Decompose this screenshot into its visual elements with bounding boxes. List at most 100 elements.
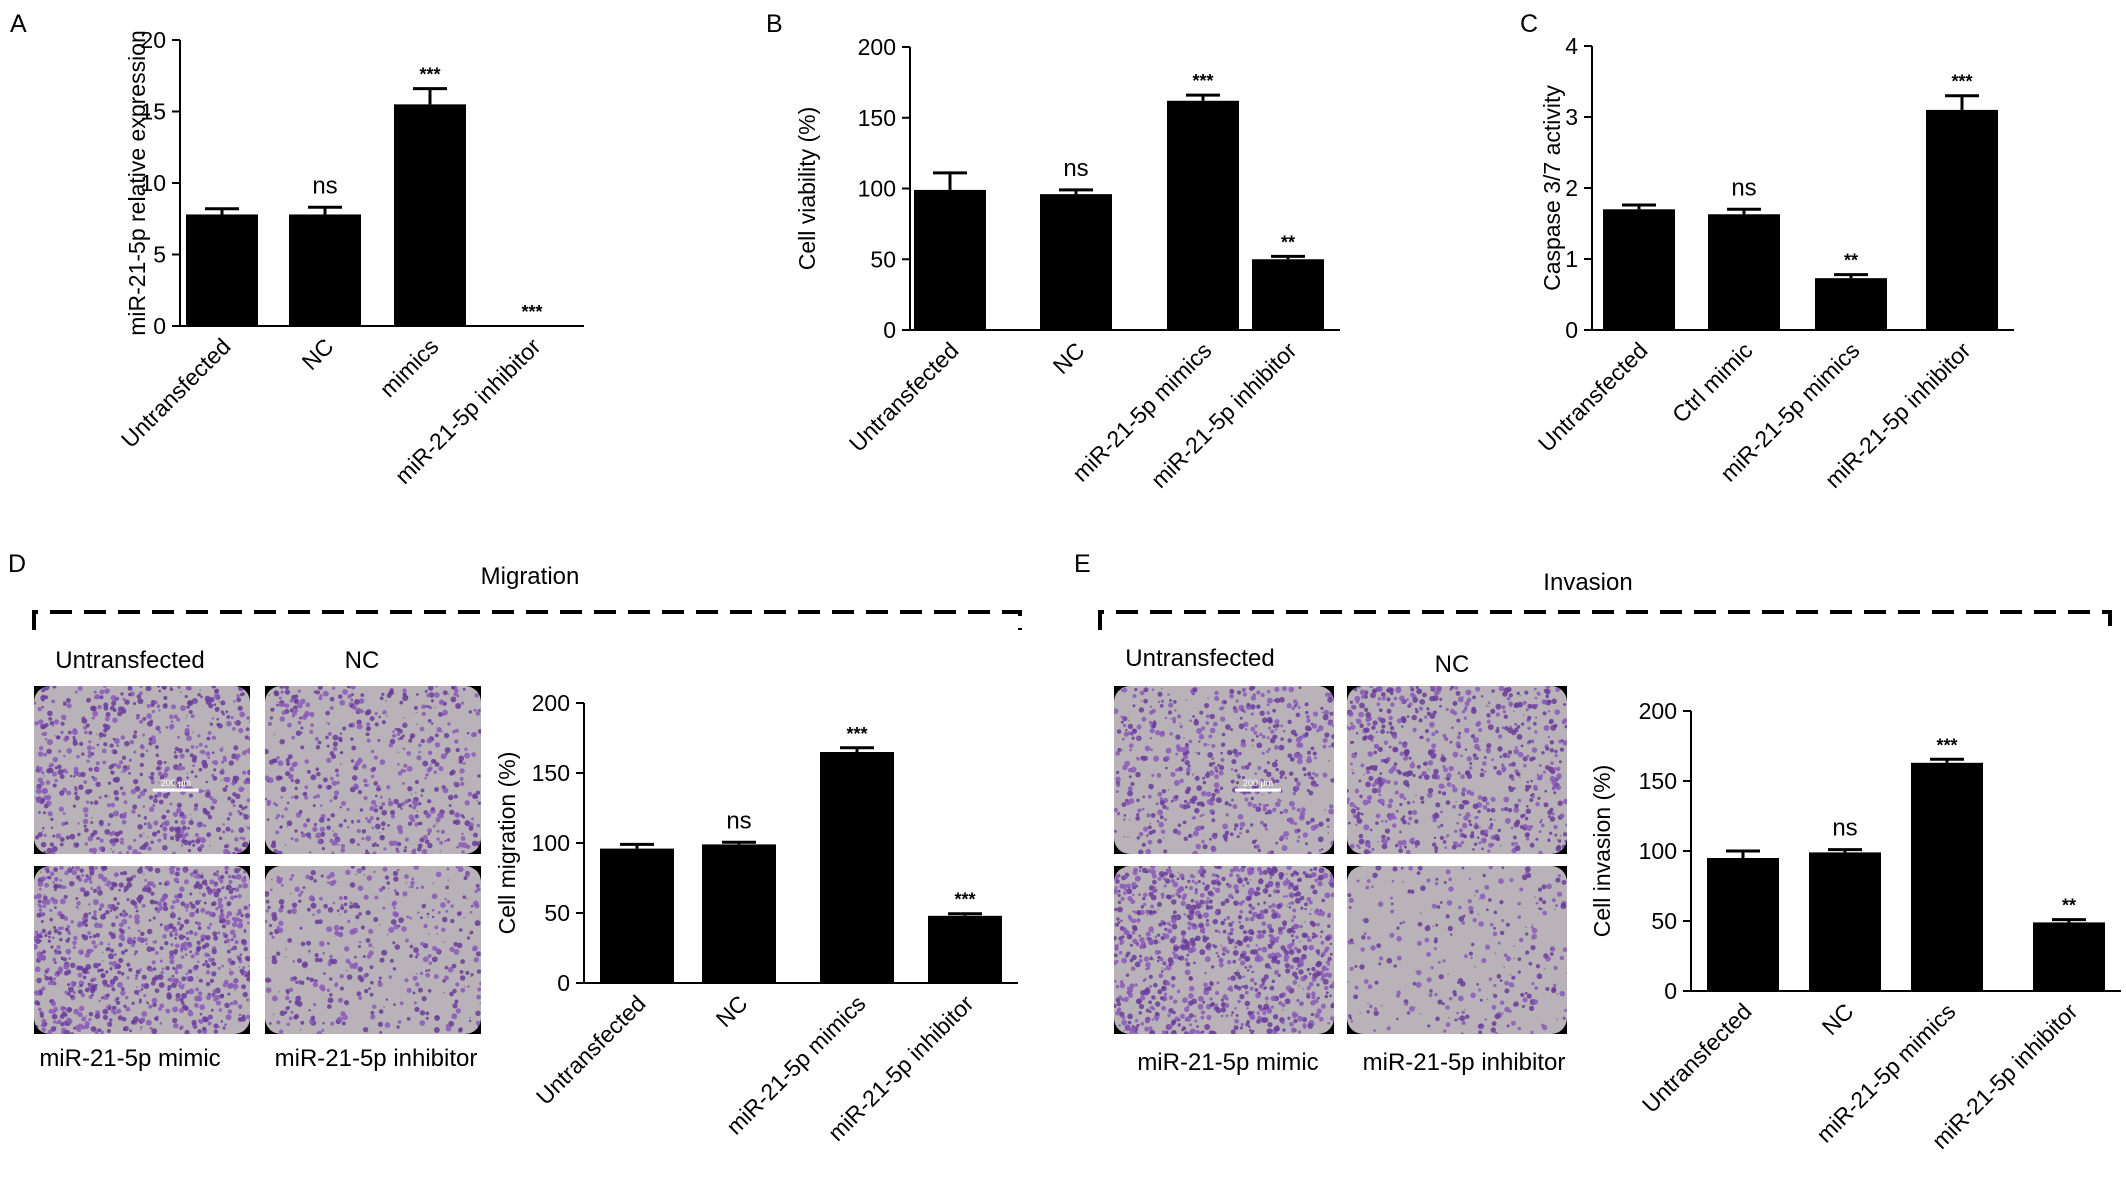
y-tick-label-c: 2 bbox=[1565, 175, 1578, 201]
micrograph-label-mimic-d: miR-21-5p mimic bbox=[39, 1045, 220, 1072]
significance-label-e-2: ns bbox=[1832, 815, 1857, 842]
y-tick-label-a: 5 bbox=[153, 242, 166, 268]
y-tick-label-d: 0 bbox=[557, 970, 570, 996]
panel-letter-a: A bbox=[10, 10, 27, 38]
y-tick-label-d: 200 bbox=[532, 690, 570, 716]
micrograph-d-mimic bbox=[34, 866, 250, 1034]
y-axis-label-d: Cell migration (%) bbox=[494, 752, 520, 935]
category-label-e-2: NC bbox=[1817, 998, 1859, 1040]
category-label-d-1: Untransfected bbox=[531, 990, 651, 1110]
bar-e-4 bbox=[2033, 922, 2105, 991]
category-label-b-1: Untransfected bbox=[844, 337, 964, 457]
y-axis-label-e: Cell invasion (%) bbox=[1589, 765, 1615, 938]
y-tick-label-c: 1 bbox=[1565, 246, 1578, 272]
scale-bar-label: 200 μm bbox=[1243, 778, 1273, 788]
category-label-b-2: NC bbox=[1048, 337, 1090, 379]
y-tick-label-b: 50 bbox=[870, 246, 896, 272]
micrograph-e-untransfected: 200 μm bbox=[1114, 686, 1334, 854]
significance-label-e-3: *** bbox=[1936, 735, 1957, 755]
category-label-c-1: Untransfected bbox=[1533, 337, 1653, 457]
invasion-bracket bbox=[1098, 610, 2112, 630]
y-tick-label-a: 15 bbox=[140, 99, 166, 125]
significance-label-c-4: *** bbox=[1951, 72, 1972, 92]
bar-c-1 bbox=[1603, 209, 1675, 330]
significance-label-a-2: ns bbox=[312, 172, 337, 199]
bar-b-3 bbox=[1167, 100, 1239, 331]
bar-d-1 bbox=[600, 848, 674, 983]
panel-letter-e: E bbox=[1074, 550, 1091, 578]
bar-c-3 bbox=[1815, 278, 1887, 330]
significance-label-d-4: *** bbox=[954, 890, 975, 910]
micrograph-e-nc bbox=[1347, 686, 1567, 854]
micrograph-label-inhibitor-d: miR-21-5p inhibitor bbox=[275, 1045, 478, 1072]
y-tick-label-b: 0 bbox=[883, 317, 896, 343]
y-tick-label-e: 150 bbox=[1639, 768, 1677, 794]
y-tick-label-d: 150 bbox=[532, 760, 570, 786]
y-tick-label-e: 0 bbox=[1664, 978, 1677, 1004]
bar-d-2 bbox=[702, 844, 776, 983]
category-label-b-4: miR-21-5p inhibitor bbox=[1146, 337, 1302, 493]
migration-bracket bbox=[32, 610, 1022, 630]
bar-a-1 bbox=[186, 214, 258, 326]
category-label-a-3: mimics bbox=[375, 333, 444, 402]
significance-label-b-4: ** bbox=[1281, 232, 1295, 252]
significance-label-b-2: ns bbox=[1063, 155, 1088, 182]
y-tick-label-b: 200 bbox=[858, 34, 896, 60]
bar-e-1 bbox=[1707, 858, 1779, 991]
bar-a-3 bbox=[394, 104, 466, 326]
y-tick-label-c: 0 bbox=[1565, 317, 1578, 343]
y-tick-label-d: 100 bbox=[532, 830, 570, 856]
micrograph-d-untransfected: 200 μm bbox=[34, 686, 250, 854]
panel-letter-d: D bbox=[8, 550, 26, 578]
y-tick-label-e: 200 bbox=[1639, 698, 1677, 724]
micrograph-e-inhibitor bbox=[1347, 866, 1567, 1034]
category-label-b-3: miR-21-5p mimics bbox=[1067, 337, 1216, 486]
micrographs-layer: 200 μm 200 μm bbox=[34, 686, 1567, 1034]
micrograph-label-mimic-e: miR-21-5p mimic bbox=[1137, 1049, 1318, 1076]
micrograph-label-inhibitor-e: miR-21-5p inhibitor bbox=[1363, 1049, 1566, 1076]
y-tick-label-b: 100 bbox=[858, 176, 896, 202]
significance-label-a-4: *** bbox=[521, 302, 542, 322]
y-axis-label-a: miR-21-5p relative expression bbox=[124, 30, 150, 336]
micrograph-d-inhibitor bbox=[265, 866, 481, 1034]
significance-label-c-3: ** bbox=[1844, 251, 1858, 271]
y-tick-label-a: 20 bbox=[140, 27, 166, 53]
micrograph-label-nc-e: NC bbox=[1435, 651, 1470, 678]
bar-d-4 bbox=[928, 915, 1002, 983]
y-axis-label-c: Caspase 3/7 activity bbox=[1539, 85, 1565, 291]
y-tick-label-e: 100 bbox=[1639, 838, 1677, 864]
bar-a-2 bbox=[289, 214, 361, 326]
bar-d-3 bbox=[820, 752, 894, 983]
significance-label-e-4: ** bbox=[2062, 896, 2076, 916]
significance-label-c-2: ns bbox=[1731, 174, 1756, 201]
invasion-title: Invasion bbox=[1543, 569, 1632, 596]
bar-b-4 bbox=[1252, 259, 1324, 330]
chart-panel-b: B 0 50 100 150 200 Cell viability (%) Untransfe… bbox=[766, 10, 1340, 493]
category-label-a-2: NC bbox=[297, 333, 339, 375]
category-label-e-1: Untransfected bbox=[1637, 998, 1757, 1118]
panel-letter-b: B bbox=[766, 10, 783, 38]
y-tick-label-a: 0 bbox=[153, 313, 166, 339]
y-tick-label-e: 50 bbox=[1651, 908, 1677, 934]
y-tick-label-b: 150 bbox=[858, 105, 896, 131]
bar-b-1 bbox=[914, 189, 986, 330]
category-label-c-2: Ctrl mimic bbox=[1667, 337, 1758, 428]
significance-label-d-2: ns bbox=[726, 807, 751, 834]
significance-label-d-3: *** bbox=[846, 724, 867, 744]
bar-b-2 bbox=[1040, 194, 1112, 330]
micrograph-d-nc bbox=[265, 686, 481, 854]
y-axis-label-b: Cell viability (%) bbox=[794, 107, 820, 271]
category-label-d-2: NC bbox=[711, 990, 753, 1032]
y-tick-label-d: 50 bbox=[544, 900, 570, 926]
y-tick-label-a: 10 bbox=[140, 170, 166, 196]
chart-panel-e: 0 50 100 150 200 Cell invasion (%) Untransfect… bbox=[1589, 698, 2121, 1154]
bar-c-2 bbox=[1708, 214, 1780, 330]
y-tick-label-c: 3 bbox=[1565, 104, 1578, 130]
significance-label-a-3: *** bbox=[419, 65, 440, 85]
bar-e-2 bbox=[1809, 852, 1881, 991]
category-label-a-1: Untransfected bbox=[116, 333, 236, 453]
micrograph-label-untransfected-e: Untransfected bbox=[1125, 645, 1274, 672]
